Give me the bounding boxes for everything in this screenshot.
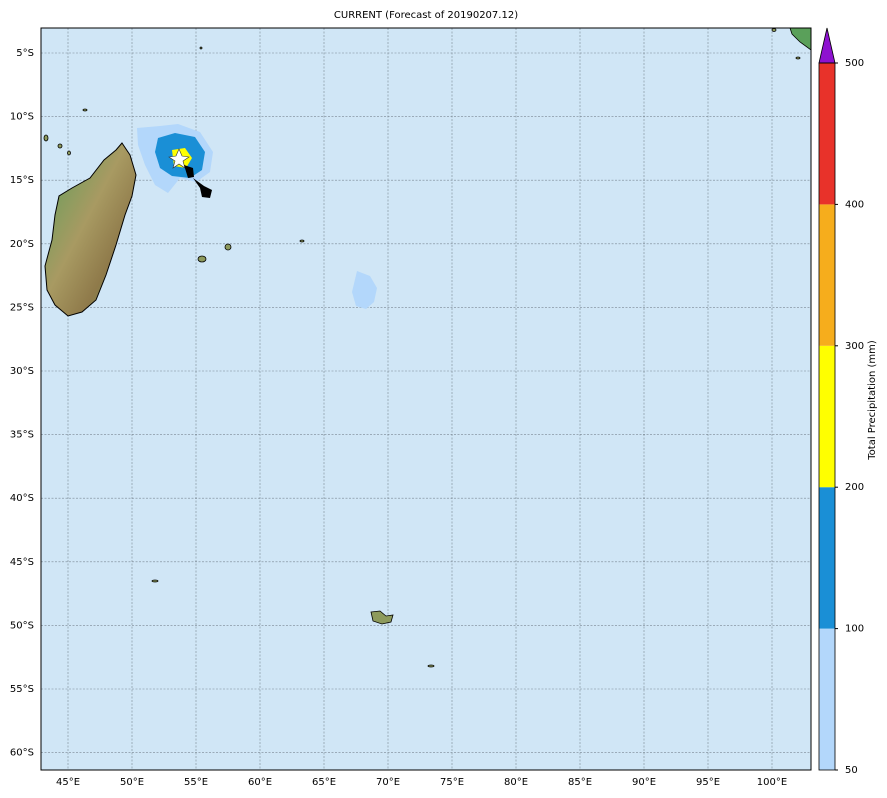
lat-label: 40°S bbox=[10, 493, 34, 504]
colorbar-segment bbox=[819, 628, 835, 770]
colorbar bbox=[818, 27, 838, 771]
lat-label: 10°S bbox=[10, 112, 34, 123]
lat-label: 55°S bbox=[10, 684, 34, 695]
lon-label: 95°E bbox=[696, 777, 720, 788]
lat-label: 45°S bbox=[10, 557, 34, 568]
lat-label: 30°S bbox=[10, 366, 34, 377]
colorbar-extend bbox=[818, 27, 836, 64]
cyclone-marker bbox=[168, 148, 190, 169]
colorbar-tick-label: 400 bbox=[845, 199, 864, 210]
colorbar-tick-label: 500 bbox=[845, 58, 864, 69]
lat-label: 15°S bbox=[10, 175, 34, 186]
map-title: CURRENT (Forecast of 20190207.12) bbox=[334, 10, 518, 21]
colorbar-segment bbox=[819, 345, 835, 488]
colorbar-label: Total Precipitation (mm) bbox=[867, 340, 878, 461]
cyclone-track bbox=[184, 165, 212, 198]
lon-label: 60°E bbox=[248, 777, 272, 788]
lat-label: 50°S bbox=[10, 620, 34, 631]
lat-label: 25°S bbox=[10, 302, 34, 313]
madagascar bbox=[44, 142, 137, 317]
lon-label: 65°E bbox=[312, 777, 336, 788]
colorbar-segment bbox=[819, 487, 835, 629]
colorbar-segment bbox=[819, 63, 835, 205]
colorbar-tick-label: 50 bbox=[845, 765, 858, 776]
colorbar-tick-label: 200 bbox=[845, 482, 864, 493]
lon-label: 70°E bbox=[376, 777, 400, 788]
lon-label: 55°E bbox=[184, 777, 208, 788]
lat-label: 60°S bbox=[10, 748, 34, 759]
lon-label: 75°E bbox=[440, 777, 464, 788]
lon-label: 80°E bbox=[504, 777, 528, 788]
colorbar-tick-label: 100 bbox=[845, 624, 864, 635]
lon-label: 90°E bbox=[632, 777, 656, 788]
lat-label: 35°S bbox=[10, 430, 34, 441]
colorbar-segment bbox=[819, 204, 835, 346]
colorbar-frame bbox=[818, 62, 836, 771]
islands bbox=[43, 27, 812, 668]
lon-label: 100°E bbox=[757, 777, 787, 788]
lon-label: 85°E bbox=[568, 777, 592, 788]
precip-light bbox=[352, 271, 377, 309]
lat-label: 5°S bbox=[16, 48, 34, 59]
map-frame bbox=[40, 27, 812, 771]
lon-label: 50°E bbox=[120, 777, 144, 788]
colorbar-tick-label: 300 bbox=[845, 341, 864, 352]
lat-label: 20°S bbox=[10, 239, 34, 250]
lon-label: 45°E bbox=[56, 777, 80, 788]
